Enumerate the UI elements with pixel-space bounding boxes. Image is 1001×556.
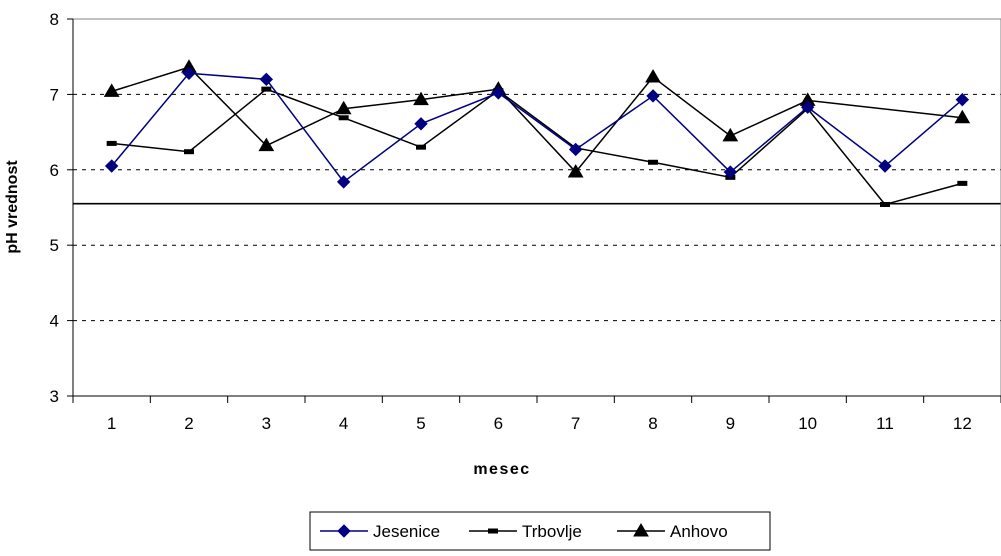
x-tick-label: 3 (262, 414, 271, 433)
data-point-triangle (633, 523, 649, 537)
y-axis-ticks: 3 4 5 6 7 8 (50, 10, 73, 406)
data-point-diamond (491, 86, 506, 100)
y-axis-title: pH vrednost (4, 160, 21, 254)
x-tick-label: 7 (571, 414, 580, 433)
data-point-diamond (646, 89, 660, 103)
x-tick-label: 6 (494, 414, 503, 433)
y-tick-label: 8 (50, 10, 59, 29)
legend-item-trbovlje: Trbovlje (469, 522, 582, 541)
legend: Jesenice Trbovlje Anhovo (309, 511, 771, 551)
data-point-triangle (103, 83, 120, 97)
data-point-dash (184, 149, 194, 155)
data-point-dash (338, 115, 349, 121)
legend-label: Anhovo (670, 522, 728, 541)
data-point-diamond (723, 165, 738, 179)
data-point-diamond (104, 159, 119, 173)
legend-box (309, 511, 771, 551)
x-tick-label: 10 (798, 414, 817, 433)
series-layer (103, 59, 971, 207)
data-point-diamond (414, 117, 428, 131)
legend-label: Trbovlje (522, 522, 582, 541)
data-point-diamond (800, 100, 815, 114)
data-point-diamond (336, 175, 351, 189)
series-jesenice (104, 66, 970, 189)
y-tick-label: 6 (50, 161, 59, 180)
data-point-diamond (182, 66, 196, 80)
series-line (111, 72, 963, 183)
data-point-dash (106, 140, 117, 146)
series-trbovlje (106, 86, 968, 207)
data-point-diamond (955, 92, 970, 107)
data-point-triangle (335, 100, 352, 115)
data-point-dash (488, 528, 498, 534)
x-axis-ticks: 1 2 3 4 5 6 7 8 9 10 11 12 (72, 396, 1001, 433)
legend-item-jesenice: Jesenice (320, 522, 440, 541)
data-point-diamond (568, 142, 583, 157)
gridlines (73, 93, 1001, 322)
legend-label: Jesenice (373, 522, 440, 541)
data-point-triangle (258, 137, 275, 152)
data-point-diamond (878, 159, 892, 173)
data-point-dash (957, 180, 968, 186)
y-tick-label: 4 (50, 312, 59, 331)
data-point-triangle (954, 109, 971, 124)
legend-item-anhovo: Anhovo (617, 522, 728, 541)
y-tick-label: 7 (50, 85, 59, 104)
data-point-diamond (259, 72, 274, 87)
series-line (111, 88, 963, 206)
x-tick-label: 12 (953, 414, 972, 433)
x-tick-label: 11 (876, 414, 894, 433)
x-axis-title: mesec (473, 461, 530, 478)
x-tick-label: 9 (726, 414, 735, 433)
data-point-triangle (567, 164, 584, 178)
data-point-diamond (337, 524, 351, 538)
data-point-triangle (645, 69, 661, 83)
y-tick-label: 5 (50, 236, 59, 255)
x-tick-label: 1 (107, 414, 116, 433)
data-point-triangle (722, 127, 739, 142)
x-tick-label: 5 (416, 414, 425, 433)
data-point-dash (648, 159, 658, 165)
data-point-triangle (413, 91, 429, 106)
y-tick-label: 3 (50, 387, 59, 406)
data-point-dash (416, 144, 426, 150)
x-tick-label: 4 (339, 414, 348, 433)
data-point-dash (261, 86, 272, 92)
data-point-dash (880, 201, 890, 207)
x-tick-label: 8 (648, 414, 657, 433)
x-tick-label: 2 (184, 414, 193, 433)
